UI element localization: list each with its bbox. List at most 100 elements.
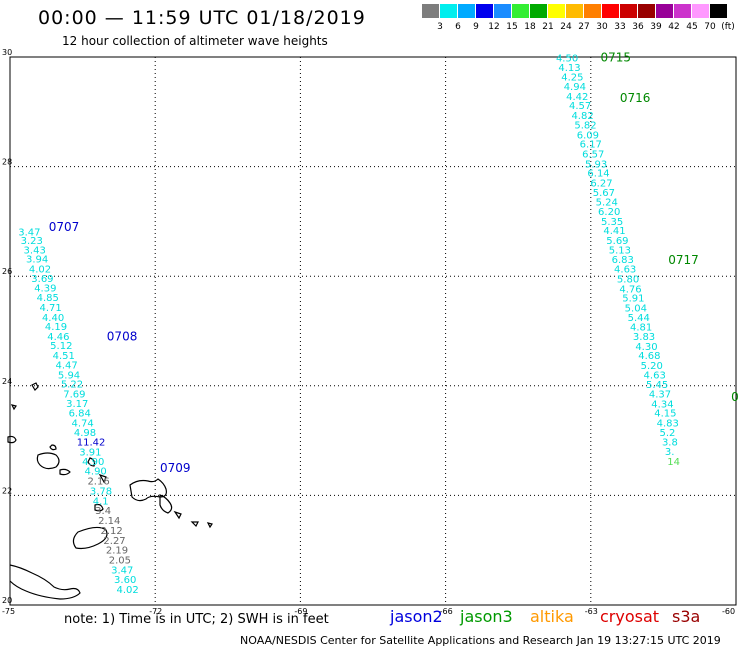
- wave-height-value: 6.27: [590, 178, 612, 189]
- wave-height-value: 4.30: [635, 342, 657, 353]
- wave-height-value: 6.83: [612, 255, 634, 266]
- map-grid: [10, 57, 736, 605]
- color-swatch: [692, 4, 709, 18]
- wave-height-value: 2.05: [109, 556, 131, 567]
- wave-height-value: 4.68: [638, 351, 660, 362]
- wave-height-value: 3.43: [24, 245, 46, 256]
- wave-height-value: 3.83: [633, 332, 655, 343]
- wave-height-value: 4.02: [29, 265, 51, 276]
- wave-height-value: 3.23: [21, 236, 43, 247]
- color-scale-label: 9: [473, 22, 479, 32]
- satellite-name: altika: [530, 607, 574, 626]
- wave-height-value: 4.39: [34, 284, 56, 295]
- longitude-label: -66: [440, 607, 453, 616]
- wave-height-value: 4.82: [571, 111, 593, 122]
- wave-height-value: 5.04: [625, 303, 647, 314]
- latitude-labels: 30 28 26 24 22 20: [2, 48, 12, 605]
- wave-height-value: 14: [667, 457, 680, 468]
- time-label: 0707: [49, 220, 80, 234]
- wave-height-value: 4.63: [644, 370, 666, 381]
- latitude-label: 26: [2, 267, 12, 276]
- color-swatch: [440, 4, 457, 18]
- wave-height-value: 4.25: [561, 73, 583, 84]
- wave-height-value: 4.47: [55, 360, 77, 371]
- color-scale-label: 45: [686, 22, 698, 32]
- wave-height-value: 3.: [665, 447, 675, 458]
- wave-height-value: 4.40: [42, 313, 64, 324]
- color-swatch: [674, 4, 691, 18]
- color-scale-label: 36: [632, 22, 644, 32]
- time-label: 0716: [620, 91, 651, 105]
- wave-height-value: 4.50: [556, 54, 578, 65]
- wave-height-value: 5.69: [606, 236, 628, 247]
- wave-height-value: 2.19: [106, 546, 128, 557]
- color-swatch: [638, 4, 655, 18]
- wave-height-value: 4.37: [649, 389, 671, 400]
- wave-height-value: 3.47: [18, 227, 40, 238]
- color-scale-label: 39: [650, 22, 662, 32]
- wave-height-value: 5.35: [601, 217, 623, 228]
- wave-height-value: 4.63: [614, 265, 636, 276]
- color-scale-label: 24: [560, 22, 572, 32]
- color-scale-label: 18: [524, 22, 536, 32]
- page-title: 00:00 — 11:59 UTC 01/18/2019: [38, 7, 366, 29]
- wave-height-value: 5.44: [628, 313, 650, 324]
- track: 3.473.233.433.944.023.694.394.854.714.40…: [18, 220, 190, 596]
- wave-height-value: 4.85: [37, 293, 59, 304]
- time-label: 0: [731, 390, 739, 404]
- wave-height-value: 3.94: [26, 255, 48, 266]
- wave-height-value: 5.24: [596, 198, 618, 209]
- color-scale-label: 15: [506, 22, 518, 32]
- color-scale-label: 6: [455, 22, 461, 32]
- wave-height-value: 2.12: [101, 526, 123, 537]
- wave-height-value: 3.47: [111, 565, 133, 576]
- wave-height-value: 4.76: [619, 284, 641, 295]
- latitude-label: 28: [2, 158, 12, 167]
- wave-height-value: 4.19: [45, 322, 67, 333]
- wave-height-value: 4.83: [657, 419, 679, 430]
- footer-note: note: 1) Time is in UTC; 2) SWH is in fe…: [64, 612, 329, 627]
- wave-height-value: 4.1: [93, 496, 109, 507]
- wave-height-value: 4.74: [71, 419, 93, 430]
- wave-height-value: 6.84: [69, 409, 91, 420]
- wave-height-value: 4.90: [82, 457, 104, 468]
- color-swatch: [458, 4, 475, 18]
- latitude-label: 20: [2, 596, 12, 605]
- page-subtitle: 12 hour collection of altimeter wave hei…: [62, 34, 328, 48]
- wave-height-value: 6.14: [587, 169, 609, 180]
- wave-height-value: 5.13: [609, 245, 631, 256]
- longitude-label: -72: [149, 607, 162, 616]
- color-swatch: [494, 4, 511, 18]
- color-swatch: [548, 4, 565, 18]
- wave-height-value: 4.94: [564, 82, 586, 93]
- wave-height-value: 5.12: [50, 341, 72, 352]
- time-label: 0709: [160, 461, 191, 475]
- wave-height-value: 4.13: [558, 63, 580, 74]
- wave-height-value: 4.71: [40, 303, 62, 314]
- wave-height-value: 5.80: [617, 274, 639, 285]
- wave-height-value: 5.22: [61, 380, 83, 391]
- wave-height-value: 4.15: [654, 409, 676, 420]
- wave-height-value: 4.51: [53, 351, 75, 362]
- altimeter-tracks: 3.473.233.433.944.023.694.394.854.714.40…: [18, 51, 739, 597]
- longitude-label: -69: [294, 607, 307, 616]
- wave-height-value: 3.8: [662, 438, 678, 449]
- color-swatch: [602, 4, 619, 18]
- color-scale-label: 21: [542, 22, 554, 32]
- color-swatch: [584, 4, 601, 18]
- color-swatch: [620, 4, 637, 18]
- wave-height-value: 5.91: [622, 294, 644, 305]
- time-label: 0715: [600, 51, 631, 65]
- wave-height-value: 4.34: [651, 399, 673, 410]
- satellite-name: s3a: [672, 607, 701, 626]
- track: 4.504.134.254.944.424.574.825.826.096.17…: [556, 51, 739, 468]
- wave-height-value: 6.57: [582, 149, 604, 160]
- time-label: 0717: [668, 253, 699, 267]
- wave-height-value: 3.17: [66, 399, 88, 410]
- wave-height-value: 3.60: [114, 575, 136, 586]
- wave-height-value: 5.94: [58, 370, 80, 381]
- satellite-name: cryosat: [600, 607, 660, 626]
- color-swatch: [656, 4, 673, 18]
- color-swatch: [566, 4, 583, 18]
